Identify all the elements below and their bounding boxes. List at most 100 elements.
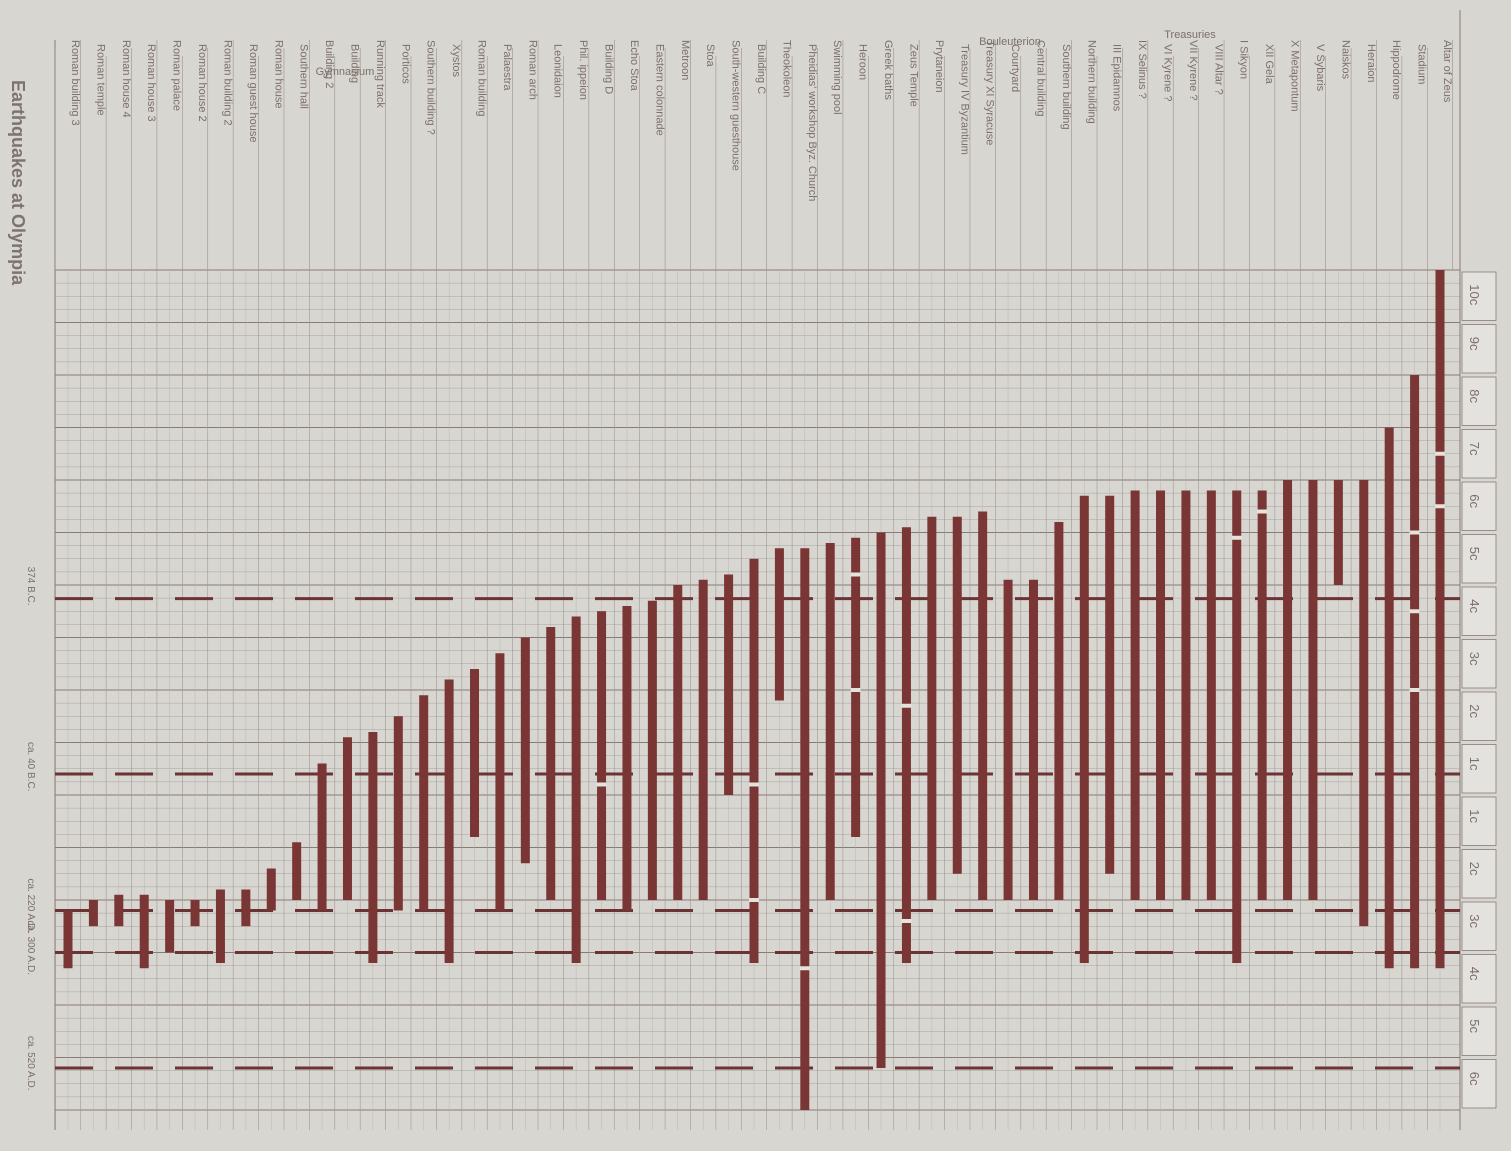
building-label: Roman arch [526, 40, 538, 100]
building-bar [1410, 375, 1420, 969]
bar-break [1409, 530, 1420, 535]
building-label: Running track [374, 40, 386, 108]
century-cell [1461, 1059, 1497, 1109]
building-label: Eastern colonnade [653, 44, 665, 136]
group-label: Treasuries [1164, 29, 1216, 41]
building-label: Zeus Temple [907, 44, 919, 107]
building-label: Treasury IV Byzantium [958, 44, 970, 155]
building-label: VIII Altar ? [1212, 44, 1224, 95]
building-label: IX Selinus ? [1136, 40, 1148, 99]
building-bar [1156, 490, 1166, 900]
building-bar [114, 894, 124, 927]
building-label: Swimming pool [831, 40, 843, 115]
building-bar [1054, 522, 1064, 900]
earthquake-label: 374 B.C. [25, 567, 36, 606]
building-label: Theokoleon [780, 40, 792, 98]
building-label: Roman house 2 [196, 44, 208, 122]
earthquake-label: ca. 40 B.C. [25, 742, 36, 791]
building-bar [1079, 495, 1089, 963]
century-label: 2c [1467, 862, 1482, 876]
building-bar [749, 558, 759, 963]
building-bar [774, 548, 784, 701]
building-label: Roman palace [171, 40, 183, 111]
building-bar [190, 900, 200, 927]
bar-break [850, 688, 861, 692]
bar-break [1231, 535, 1242, 540]
building-label: Roman temple [94, 44, 106, 116]
building-bar [1105, 495, 1115, 874]
building-label: Greek baths [882, 40, 894, 100]
building-bar [419, 695, 429, 911]
building-bar [978, 511, 988, 900]
bar-break [1435, 504, 1445, 509]
building-label: Roman building 3 [69, 40, 81, 126]
building-bar [1232, 490, 1242, 963]
bar-break [596, 782, 607, 787]
building-bar [698, 579, 708, 900]
century-label: 4c [1467, 967, 1482, 981]
building-label: Southern hall [298, 44, 310, 109]
building-label: Hippodrome [1390, 40, 1402, 100]
building-label: Stadium [1416, 44, 1428, 84]
earthquake-label: ca. 300 A.D. [25, 921, 36, 975]
building-bar [927, 516, 937, 900]
bar-break [749, 782, 759, 787]
building-label: III Epidamnos [1111, 44, 1123, 112]
building-bar [470, 669, 480, 837]
building-bar [876, 532, 886, 1068]
building-label: Southern building [1060, 44, 1072, 130]
century-label: 7c [1467, 442, 1482, 456]
building-label: X Metapontum [1289, 40, 1301, 112]
building-bar [1333, 480, 1343, 585]
building-label: Stoa [704, 44, 716, 68]
century-label: 3c [1467, 652, 1482, 666]
building-label: South-western guesthouse [730, 40, 742, 171]
building-label: Phil. ippeion [577, 40, 589, 100]
bar-break [901, 919, 912, 923]
building-label: Roman house 3 [145, 44, 157, 122]
century-cell [1461, 744, 1497, 794]
building-bar [825, 543, 835, 900]
building-bar [546, 627, 556, 900]
building-label: Leonidaion [552, 44, 564, 98]
building-label: Roman building [476, 40, 488, 116]
building-label: Roman house [272, 40, 284, 109]
earthquake-label: ca. 520 A.D. [25, 1036, 36, 1090]
building-bar [1003, 579, 1013, 900]
bar-break [901, 703, 912, 708]
building-bar [63, 910, 73, 969]
building-label: Central building [1034, 40, 1046, 116]
building-label: I Sikyon [1238, 40, 1250, 79]
building-bar [1308, 480, 1318, 900]
building-bar [444, 679, 454, 963]
building-bar [1384, 427, 1394, 969]
century-cell [1461, 691, 1497, 741]
building-bar [139, 894, 149, 969]
century-cell [1461, 1006, 1497, 1056]
building-label: Building 2 [323, 40, 335, 88]
building-bar [1359, 480, 1369, 927]
building-label: Southern building ? [425, 40, 437, 135]
century-label: 6c [1467, 1072, 1482, 1086]
century-label: 6c [1467, 494, 1482, 508]
chart-title: Earthquakes at Olympia [8, 80, 28, 286]
building-bar [1028, 579, 1038, 900]
century-label: 2c [1467, 704, 1482, 718]
century-cell [1461, 849, 1497, 899]
building-label: Building D [603, 44, 615, 94]
earthquake-label: ca. 220 A.D. [25, 879, 36, 933]
building-bar [597, 611, 607, 900]
building-label: VII Kyrene ? [1187, 40, 1199, 101]
building-bar [292, 842, 302, 900]
bar-break [749, 898, 759, 902]
building-bar [622, 606, 632, 911]
century-cell [1461, 901, 1497, 951]
building-label: Xystos [450, 44, 462, 78]
building-bar [215, 889, 225, 963]
century-label: 10c [1467, 284, 1482, 305]
century-cell [1461, 324, 1497, 374]
building-label: Pheidias' workshop Byz. Church [806, 44, 818, 201]
building-label: Building [348, 44, 360, 83]
